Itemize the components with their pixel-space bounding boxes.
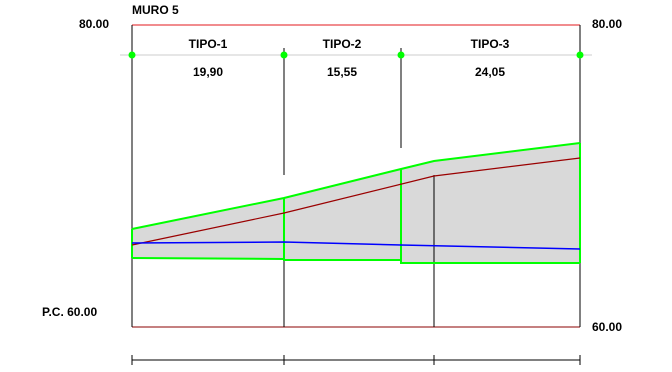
segment-length-3: 24,05 — [475, 65, 505, 79]
left-bottom-elevation-label: P.C. 60.00 — [42, 305, 97, 319]
right-bottom-elevation-label: 60.00 — [592, 320, 622, 334]
segment-length-1: 19,90 — [193, 65, 223, 79]
segment-name-2: TIPO-2 — [323, 37, 362, 51]
node-marker-2 — [280, 51, 288, 59]
segment-name-1: TIPO-1 — [189, 37, 228, 51]
segment-length-2: 15,55 — [327, 65, 357, 79]
right-top-elevation-label: 80.00 — [592, 17, 622, 31]
foundation-line — [131, 241, 581, 250]
terrain-line — [131, 157, 581, 246]
section-fill-3 — [401, 143, 580, 263]
node-marker-1 — [128, 51, 136, 59]
diagram-title: MURO 5 — [132, 3, 179, 17]
wall-bottom-outline — [131, 257, 580, 264]
node-marker-4 — [576, 51, 584, 59]
segment-name-3: TIPO-3 — [471, 37, 510, 51]
left-top-elevation-label: 80.00 — [79, 17, 109, 31]
node-marker-3 — [397, 51, 405, 59]
